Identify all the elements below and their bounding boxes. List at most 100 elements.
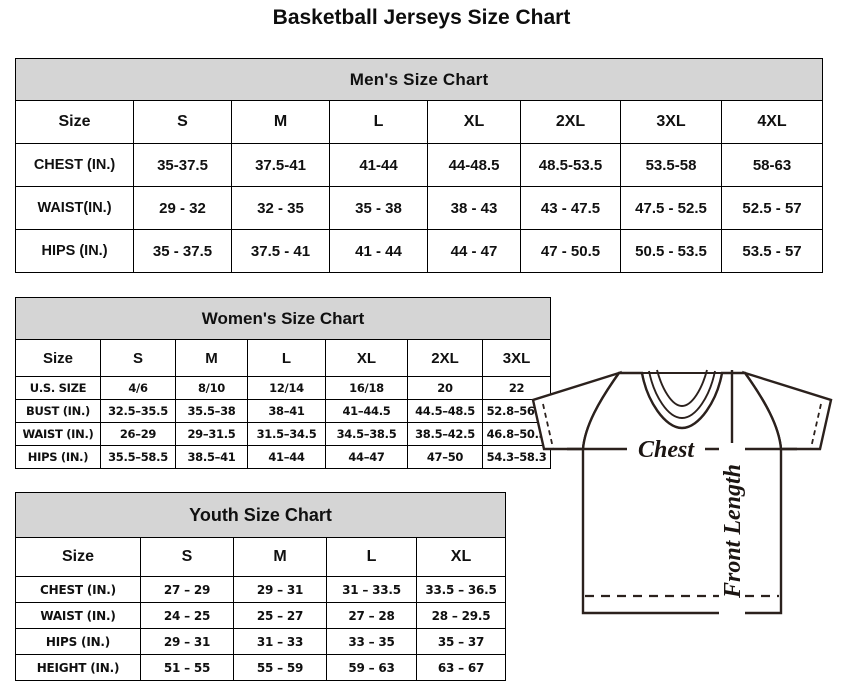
youth-height-l: 59 – 63 bbox=[326, 654, 417, 681]
mens-waist-3xl: 47.5 - 52.5 bbox=[620, 186, 722, 230]
youth-chest-l: 31 – 33.5 bbox=[326, 576, 417, 603]
mens-hips-m: 37.5 - 41 bbox=[231, 229, 330, 273]
table-header-row: Size S M L XL 2XL 3XL 4XL bbox=[15, 100, 824, 144]
womens-hips-3xl: 54.3–58.3 bbox=[481, 445, 552, 469]
youth-row-label-waist: WAIST (IN.) bbox=[15, 602, 141, 629]
mens-hips-xl: 44 - 47 bbox=[427, 229, 521, 273]
mens-chest-s: 35-37.5 bbox=[133, 143, 232, 187]
womens-hips-xl: 44–47 bbox=[325, 445, 408, 469]
youth-row-label-height: HEIGHT (IN.) bbox=[15, 654, 141, 681]
front-length-measure-label: Front Length bbox=[720, 464, 746, 599]
mens-header-s: S bbox=[133, 100, 232, 144]
mens-waist-xl: 38 - 43 bbox=[427, 186, 521, 230]
mens-header-xl: XL bbox=[427, 100, 521, 144]
youth-chest-m: 29 – 31 bbox=[233, 576, 327, 603]
chest-measure-label: Chest bbox=[638, 437, 695, 463]
mens-hips-2xl: 47 - 50.5 bbox=[520, 229, 621, 273]
page-title: Basketball Jerseys Size Chart bbox=[272, 6, 571, 29]
youth-hips-xl: 35 – 37 bbox=[415, 628, 507, 655]
table-row: HEIGHT (IN.) 51 – 55 55 – 59 59 – 63 63 … bbox=[15, 654, 507, 681]
womens-row-label-hips: HIPS (IN.) bbox=[15, 445, 101, 469]
womens-hips-l: 41–44 bbox=[247, 445, 326, 469]
left-cuff-dashed-line bbox=[542, 403, 554, 449]
mens-size-chart-table: Men's Size Chart Size S M L XL 2XL 3XL 4… bbox=[14, 58, 824, 273]
mens-hips-l: 41 - 44 bbox=[329, 229, 428, 273]
womens-bust-m: 35.5–38 bbox=[175, 399, 248, 423]
womens-hips-2xl: 47–50 bbox=[407, 445, 483, 469]
table-row: CHEST (IN.) 27 – 29 29 – 31 31 – 33.5 33… bbox=[15, 576, 507, 603]
youth-hips-m: 31 – 33 bbox=[233, 628, 327, 655]
youth-hips-l: 33 – 35 bbox=[326, 628, 417, 655]
womens-waist-2xl: 38.5–42.5 bbox=[407, 422, 483, 446]
mens-header-m: M bbox=[231, 100, 330, 144]
mens-row-label-hips: HIPS (IN.) bbox=[15, 229, 134, 273]
youth-chest-xl: 33.5 – 36.5 bbox=[415, 576, 507, 603]
youth-height-s: 51 – 55 bbox=[140, 654, 234, 681]
womens-header-size: Size bbox=[15, 339, 101, 377]
table-row: CHEST (IN.) 35-37.5 37.5-41 41-44 44-48.… bbox=[15, 143, 824, 187]
womens-ussize-l: 12/14 bbox=[247, 376, 326, 400]
table-row: WAIST (IN.) 24 – 25 25 – 27 27 – 28 28 –… bbox=[15, 602, 507, 629]
womens-size-chart-table: Women's Size Chart Size S M L XL 2XL 3XL… bbox=[14, 297, 552, 469]
mens-chest-xl: 44-48.5 bbox=[427, 143, 521, 187]
womens-waist-m: 29–31.5 bbox=[175, 422, 248, 446]
table-row: HIPS (IN.) 35.5–58.5 38.5–41 41–44 44–47… bbox=[15, 445, 552, 469]
womens-waist-s: 26–29 bbox=[100, 422, 176, 446]
mens-row-label-chest: CHEST (IN.) bbox=[15, 143, 134, 187]
youth-hips-s: 29 – 31 bbox=[140, 628, 234, 655]
womens-header-s: S bbox=[100, 339, 176, 377]
table-banner-row: Women's Size Chart bbox=[14, 297, 552, 340]
youth-chart-banner: Youth Size Chart bbox=[14, 492, 507, 538]
table-banner-row: Youth Size Chart bbox=[14, 492, 507, 538]
youth-header-m: M bbox=[233, 537, 327, 577]
mens-hips-4xl: 53.5 - 57 bbox=[720, 229, 824, 273]
left-shoulder-seam bbox=[582, 372, 620, 450]
mens-chest-m: 37.5-41 bbox=[231, 143, 330, 187]
neckline-collar-band-inner bbox=[656, 369, 708, 407]
table-row: WAIST (IN.) 26–29 29–31.5 31.5–34.5 34.5… bbox=[15, 422, 552, 446]
table-row: HIPS (IN.) 29 – 31 31 – 33 33 – 35 35 – … bbox=[15, 628, 507, 655]
mens-waist-m: 32 - 35 bbox=[231, 186, 330, 230]
jersey-body-shape bbox=[581, 371, 783, 615]
mens-chest-4xl: 58-63 bbox=[720, 143, 824, 187]
table-row: U.S. SIZE 4/6 8/10 12/14 16/18 20 22 bbox=[15, 376, 552, 400]
youth-header-size: Size bbox=[15, 537, 141, 577]
youth-height-m: 55 – 59 bbox=[233, 654, 327, 681]
table-header-row: Size S M L XL bbox=[15, 537, 507, 577]
womens-ussize-3xl: 22 bbox=[481, 376, 552, 400]
womens-header-xl: XL bbox=[325, 339, 408, 377]
womens-header-3xl: 3XL bbox=[481, 339, 552, 377]
youth-height-xl: 63 – 67 bbox=[415, 654, 507, 681]
mens-hips-3xl: 50.5 - 53.5 bbox=[620, 229, 722, 273]
table-header-row: Size S M L XL 2XL 3XL bbox=[15, 339, 552, 377]
womens-chart-banner: Women's Size Chart bbox=[14, 297, 552, 340]
womens-waist-xl: 34.5–38.5 bbox=[325, 422, 408, 446]
mens-header-2xl: 2XL bbox=[520, 100, 621, 144]
youth-size-chart-table: Youth Size Chart Size S M L XL CHEST (IN… bbox=[14, 492, 507, 681]
womens-waist-l: 31.5–34.5 bbox=[247, 422, 326, 446]
neckline-outer-v bbox=[641, 372, 723, 429]
womens-ussize-2xl: 20 bbox=[407, 376, 483, 400]
youth-waist-l: 27 – 28 bbox=[326, 602, 417, 629]
womens-ussize-s: 4/6 bbox=[100, 376, 176, 400]
womens-ussize-xl: 16/18 bbox=[325, 376, 408, 400]
womens-hips-m: 38.5–41 bbox=[175, 445, 248, 469]
womens-bust-s: 32.5–35.5 bbox=[100, 399, 176, 423]
front-length-label-group: Front Length bbox=[719, 443, 746, 619]
table-row: HIPS (IN.) 35 - 37.5 37.5 - 41 41 - 44 4… bbox=[15, 229, 824, 273]
womens-row-label-us-size: U.S. SIZE bbox=[15, 376, 101, 400]
womens-bust-l: 38–41 bbox=[247, 399, 326, 423]
youth-row-label-chest: CHEST (IN.) bbox=[15, 576, 141, 603]
mens-hips-s: 35 - 37.5 bbox=[133, 229, 232, 273]
front-length-label-backing bbox=[719, 443, 745, 619]
table-row: WAIST(IN.) 29 - 32 32 - 35 35 - 38 38 - … bbox=[15, 186, 824, 230]
mens-waist-4xl: 52.5 - 57 bbox=[720, 186, 824, 230]
youth-waist-xl: 28 – 29.5 bbox=[415, 602, 507, 629]
right-shoulder-seam bbox=[744, 372, 782, 450]
womens-ussize-m: 8/10 bbox=[175, 376, 248, 400]
womens-header-m: M bbox=[175, 339, 248, 377]
mens-waist-s: 29 - 32 bbox=[133, 186, 232, 230]
mens-header-3xl: 3XL bbox=[620, 100, 722, 144]
mens-header-l: L bbox=[329, 100, 428, 144]
womens-header-2xl: 2XL bbox=[407, 339, 483, 377]
